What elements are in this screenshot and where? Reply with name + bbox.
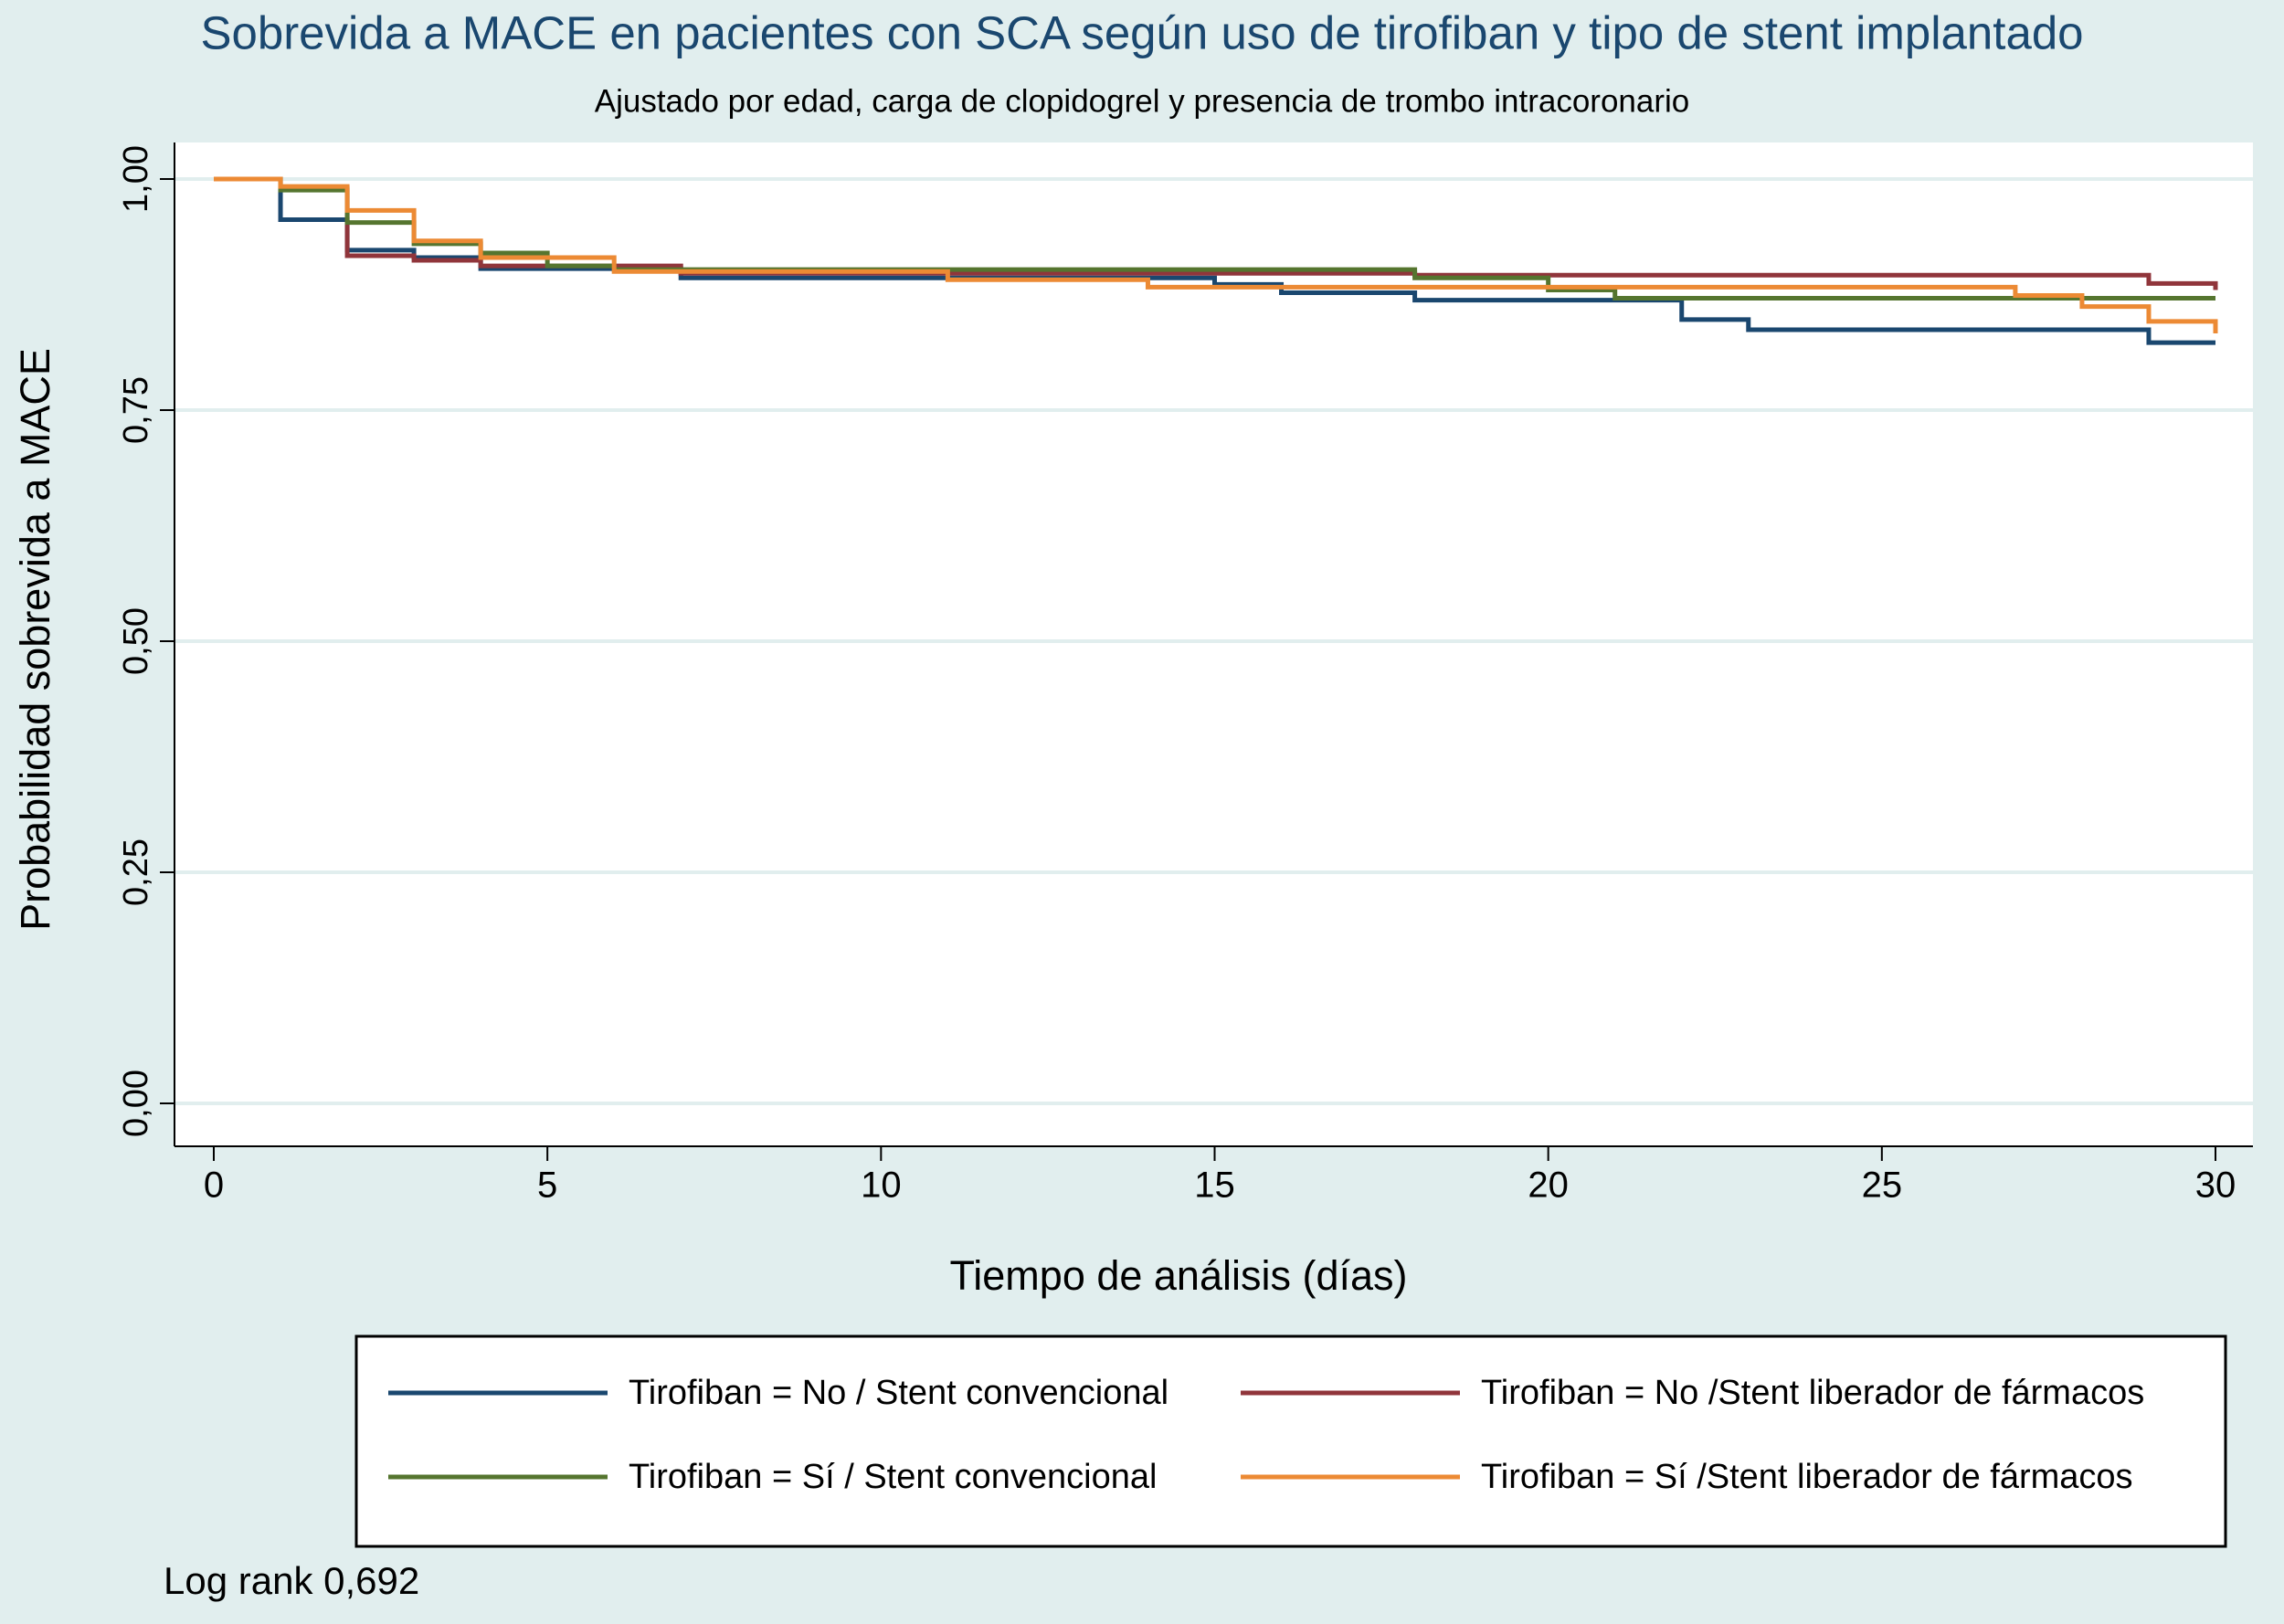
y-tick-label: 1,00 xyxy=(117,145,155,213)
x-tick-label: 10 xyxy=(861,1165,902,1206)
x-tick-label: 30 xyxy=(2195,1165,2236,1206)
chart-subtitle: Ajustado por edad, carga de clopidogrel … xyxy=(595,83,1690,119)
legend-label: Tirofiban = Sí /Stent liberador de fárma… xyxy=(1481,1458,2133,1496)
legend-label: Tirofiban = Sí / Stent convencional xyxy=(629,1458,1157,1496)
x-tick-label: 0 xyxy=(204,1165,224,1206)
x-tick-label: 20 xyxy=(1528,1165,1569,1206)
y-axis-title: Probabilidad sobrevida a MACE xyxy=(12,348,58,931)
legend-label: Tirofiban = No /Stent liberador de fárma… xyxy=(1481,1374,2144,1412)
y-tick-label: 0,75 xyxy=(117,376,155,444)
x-tick-label: 5 xyxy=(537,1165,557,1206)
y-tick-label: 0,25 xyxy=(117,838,155,906)
survival-curve xyxy=(214,176,2218,334)
plot-area xyxy=(174,142,2253,1146)
y-tick-label: 0,50 xyxy=(117,607,155,675)
x-tick-label: 15 xyxy=(1194,1165,1235,1206)
annotation: Log rank 0,692 xyxy=(164,1559,419,1602)
chart-title: Sobrevida a MACE en pacientes con SCA se… xyxy=(200,6,2083,58)
legend-label: Tirofiban = No / Stent convencional xyxy=(629,1374,1168,1412)
x-axis-title: Tiempo de análisis (días) xyxy=(949,1252,1407,1299)
legend-box xyxy=(354,1334,2227,1548)
y-tick-label: 0,00 xyxy=(117,1070,155,1137)
x-tick-label: 25 xyxy=(1862,1165,1903,1206)
